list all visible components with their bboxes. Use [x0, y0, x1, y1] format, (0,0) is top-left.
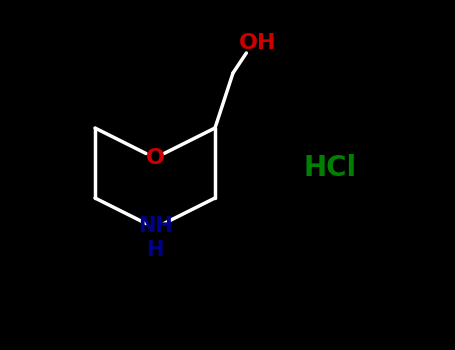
Text: O: O	[146, 148, 165, 168]
Text: H: H	[147, 240, 164, 260]
Text: HCl: HCl	[303, 154, 357, 182]
Text: NH: NH	[137, 216, 172, 236]
Text: OH: OH	[239, 33, 277, 53]
